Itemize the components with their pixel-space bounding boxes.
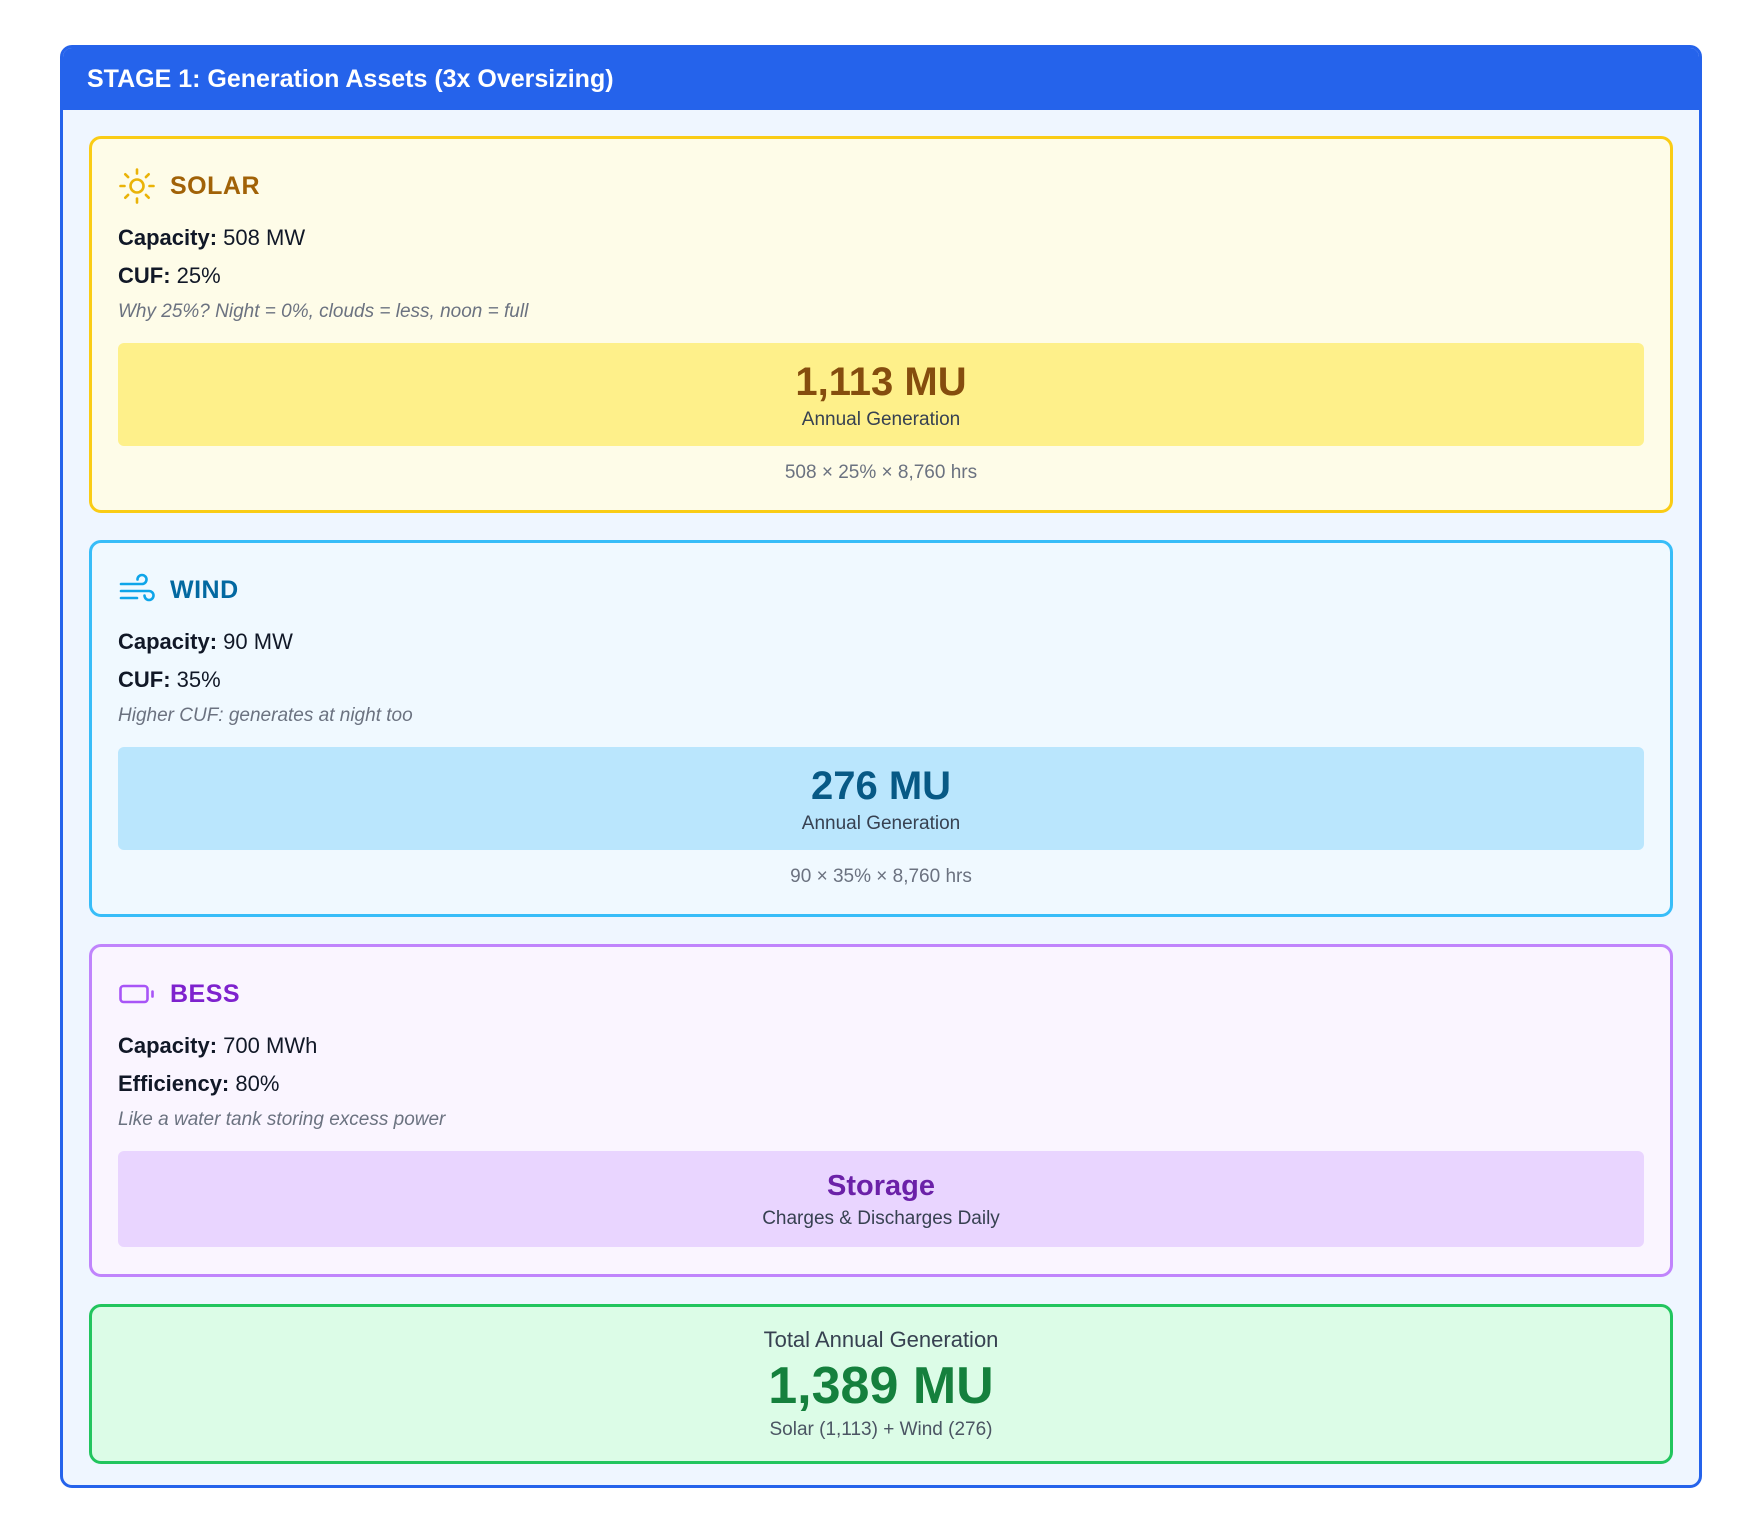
solar-cuf-value: 25% bbox=[176, 263, 221, 288]
wind-cuf-label: CUF: bbox=[118, 667, 171, 692]
wind-card: WIND Capacity: 90 MW CUF: 35% Higher CUF… bbox=[89, 540, 1673, 917]
solar-annual-generation-label: Annual Generation bbox=[801, 408, 961, 430]
bess-capacity: Capacity: 700 MWh bbox=[118, 1027, 1644, 1065]
solar-capacity: Capacity: 508 MW bbox=[118, 219, 1644, 257]
solar-note: Why 25%? Night = 0%, clouds = less, noon… bbox=[118, 301, 529, 322]
wind-icon bbox=[119, 573, 155, 602]
wind-annual-generation-value: 276 MU bbox=[810, 763, 952, 808]
bess-note: Like a water tank storing excess power bbox=[118, 1109, 446, 1130]
bess-efficiency: Efficiency: 80% bbox=[118, 1065, 1644, 1103]
bess-header: BESS bbox=[118, 973, 1644, 1015]
wind-capacity-value: 90 MW bbox=[223, 629, 293, 654]
bess-capacity-label: Capacity: bbox=[118, 1033, 218, 1058]
solar-title: SOLAR bbox=[170, 171, 260, 200]
solar-cuf: CUF: 25% bbox=[118, 257, 1644, 295]
bess-storage-label: Charges & Discharges Daily bbox=[762, 1208, 1000, 1229]
sun-icon bbox=[119, 168, 155, 204]
wind-capacity-label: Capacity: bbox=[118, 629, 218, 654]
battery-icon bbox=[119, 984, 154, 1004]
wind-note: Higher CUF: generates at night too bbox=[118, 705, 413, 726]
bess-result-box: Storage Charges & Discharges Daily bbox=[118, 1151, 1644, 1247]
bess-capacity-value: 700 MWh bbox=[223, 1033, 318, 1058]
solar-capacity-value: 508 MW bbox=[223, 225, 306, 250]
bess-efficiency-value: 80% bbox=[235, 1071, 280, 1096]
wind-cuf: CUF: 35% bbox=[118, 661, 1644, 699]
wind-title: WIND bbox=[170, 575, 239, 604]
bess-card: BESS Capacity: 700 MWh Efficiency: 80% L… bbox=[89, 944, 1673, 1277]
wind-result-box: 276 MU Annual Generation bbox=[118, 747, 1644, 850]
solar-result-box: 1,113 MU Annual Generation bbox=[118, 343, 1644, 446]
solar-header: SOLAR bbox=[118, 165, 1644, 207]
wind-formula: 90 × 35% × 8,760 hrs bbox=[790, 866, 972, 887]
total-generation-breakdown: Solar (1,113) + Wind (276) bbox=[769, 1419, 993, 1440]
generation-assets-panel: STAGE 1: Generation Assets (3x Oversizin… bbox=[60, 45, 1702, 1488]
solar-formula: 508 × 25% × 8,760 hrs bbox=[784, 462, 978, 483]
wind-capacity: Capacity: 90 MW bbox=[118, 623, 1644, 661]
bess-storage-value: Storage bbox=[827, 1170, 935, 1202]
total-generation-label: Total Annual Generation bbox=[763, 1327, 999, 1352]
stage-title: STAGE 1: Generation Assets (3x Oversizin… bbox=[63, 48, 1699, 110]
wind-annual-generation-label: Annual Generation bbox=[801, 812, 961, 834]
solar-capacity-label: Capacity: bbox=[118, 225, 218, 250]
bess-efficiency-label: Efficiency: bbox=[118, 1071, 230, 1096]
solar-cuf-label: CUF: bbox=[118, 263, 171, 288]
wind-cuf-value: 35% bbox=[176, 667, 221, 692]
total-generation-card: Total Annual Generation 1,389 MU Solar (… bbox=[89, 1304, 1673, 1464]
solar-card: SOLAR Capacity: 508 MW CUF: 25% Why 25%?… bbox=[89, 136, 1673, 513]
bess-title: BESS bbox=[170, 979, 241, 1008]
wind-header: WIND bbox=[118, 569, 1644, 611]
solar-annual-generation-value: 1,113 MU bbox=[795, 359, 967, 404]
total-generation-value: 1,389 MU bbox=[768, 1357, 994, 1415]
